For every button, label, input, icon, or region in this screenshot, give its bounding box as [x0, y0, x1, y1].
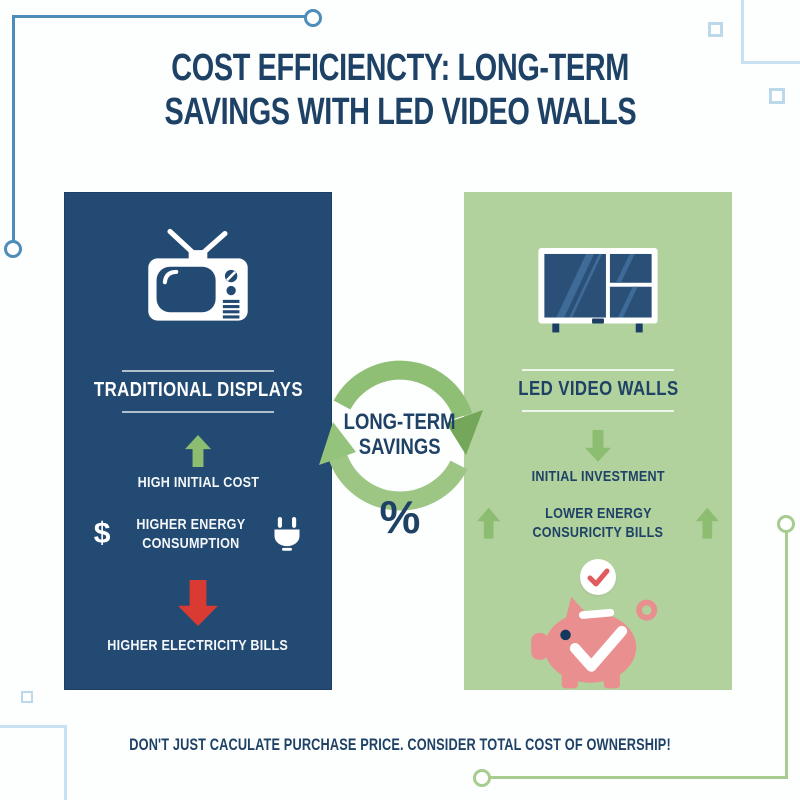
right-panel-heading: LED VIDEO WALLS	[517, 378, 679, 401]
page-title: COST EFFICIENCTY: LONG-TERM SAVINGS WITH…	[0, 46, 800, 134]
decor-line-bottom-right-v	[785, 532, 788, 778]
decor-ring-top	[304, 9, 322, 27]
lower-energy-label: LOWER ENERGY CONSURICITY BILLS	[532, 504, 664, 542]
left-panel-heading: TRADITIONAL DISPLAYS	[93, 379, 303, 401]
decor-square-top-right-1	[708, 22, 723, 37]
percent-symbol: %	[379, 491, 421, 543]
down-arrow-icon	[585, 430, 611, 462]
decor-line-bottom-left-h	[0, 725, 67, 728]
up-arrow-icon	[695, 507, 719, 539]
dollar-sign-icon: $	[93, 517, 111, 550]
decor-square-top-right-2	[769, 88, 785, 104]
decor-line-top-right-h	[741, 61, 800, 64]
divider	[522, 410, 674, 413]
decor-ring-bottom-right-left	[473, 769, 491, 787]
high-initial-cost-label: HIGH INITIAL COST	[137, 474, 259, 491]
down-arrow-red-icon	[178, 580, 218, 626]
higher-energy-label: HIGHER ENERGY CONSUMPTION	[136, 515, 246, 553]
decor-line-top-left-v	[12, 15, 15, 243]
title-line-2: SAVINGS WITH LED VIDEO WALLS	[164, 91, 636, 134]
divider	[522, 369, 674, 372]
retro-tv-icon	[148, 228, 248, 321]
decor-ring-bottom-right-top	[777, 515, 795, 533]
decor-line-bottom-right-h	[490, 776, 788, 779]
title-line-1: COST EFFICIENCTY: LONG-TERM	[171, 47, 629, 89]
electricity-bills-label: HIGHER ELECTRICITY BILLS	[107, 636, 289, 654]
initial-investment-label: INITIAL INVESTMENT	[531, 468, 665, 486]
long-term-savings-label: LONG-TERM SAVINGS	[344, 409, 456, 460]
piggy-bank-icon	[531, 596, 658, 689]
decor-ring-left	[4, 240, 22, 258]
decor-line-top-left-h	[12, 15, 308, 18]
plug-icon	[274, 516, 300, 551]
footer-note: DON'T JUST CACULATE PURCHASE PRICE. CONS…	[129, 735, 671, 754]
divider	[122, 411, 274, 413]
checkmark-badge-icon	[580, 558, 616, 595]
divider	[122, 370, 274, 372]
lower-energy-row: LOWER ENERGY CONSURICITY BILLS	[477, 504, 719, 543]
decor-line-top-right-v	[741, 0, 744, 64]
savings-cycle-icon	[319, 360, 483, 511]
led-video-walls-panel: LED VIDEO WALLS INITIAL INVESTMENT LOWER…	[464, 192, 732, 690]
traditional-displays-panel: TRADITIONAL DISPLAYS HIGH INITIAL COST $…	[64, 192, 332, 690]
decor-line-bottom-left-v	[64, 725, 67, 800]
video-wall-icon	[538, 248, 658, 333]
decor-square-bottom-left	[21, 691, 33, 703]
up-arrow-icon	[185, 435, 211, 467]
energy-consumption-row: $ HIGHER ENERGY CONSUMPTION	[94, 515, 302, 554]
